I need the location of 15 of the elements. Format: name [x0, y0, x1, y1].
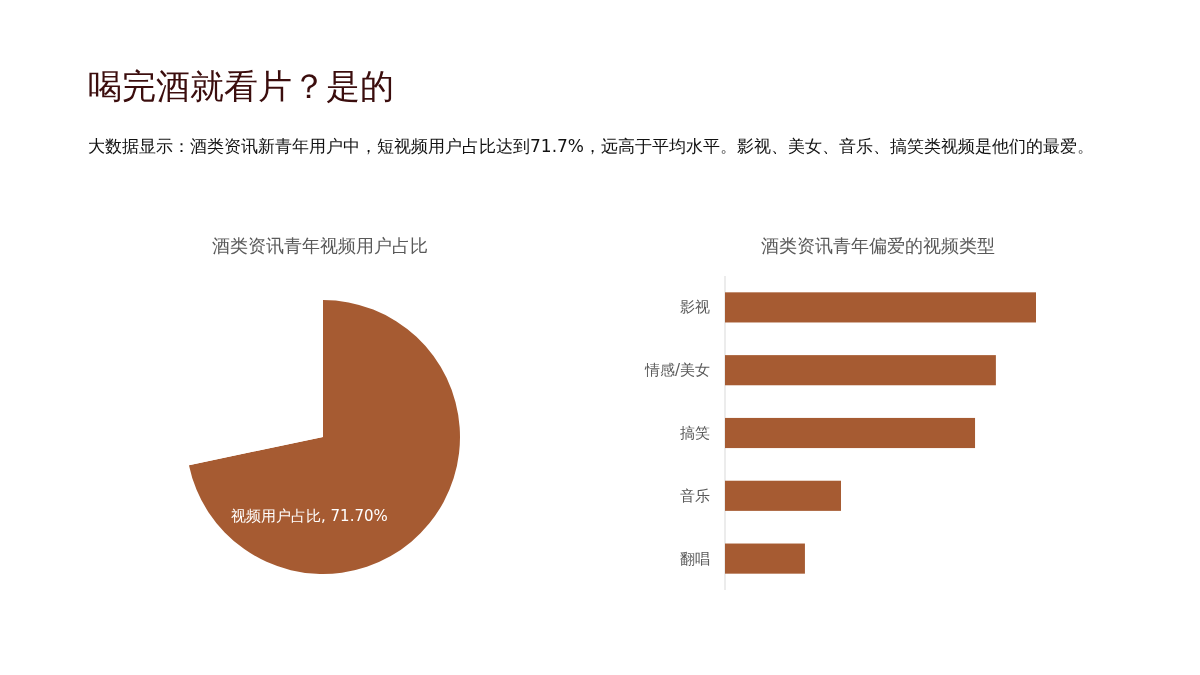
- chart-title: 酒类资讯青年偏爱的视频类型: [761, 235, 995, 256]
- bar: [725, 417, 976, 449]
- y-tick-label: 音乐: [680, 486, 710, 505]
- bar: [725, 355, 996, 386]
- bar: [725, 543, 805, 574]
- y-tick-label: 翻唱: [680, 549, 710, 568]
- y-tick-label: 搞笑: [680, 424, 710, 442]
- text: 喝完酒就看片？是的: [88, 65, 394, 108]
- chart-title: 酒类资讯青年视频用户占比: [212, 235, 428, 256]
- bar: [725, 292, 1036, 323]
- y-tick-label: 情感/美女: [643, 361, 710, 380]
- slice-label: 视频用户占比, 71.70%: [231, 506, 388, 525]
- text: 大数据显示：酒类资讯新青年用户中，短视频用户占比达到71.7%，远高于平均水平。影视、美女、音乐、搞笑类视频是他们的最爱。: [88, 135, 1095, 158]
- bar: [725, 480, 841, 511]
- y-tick-label: 影视: [680, 298, 710, 317]
